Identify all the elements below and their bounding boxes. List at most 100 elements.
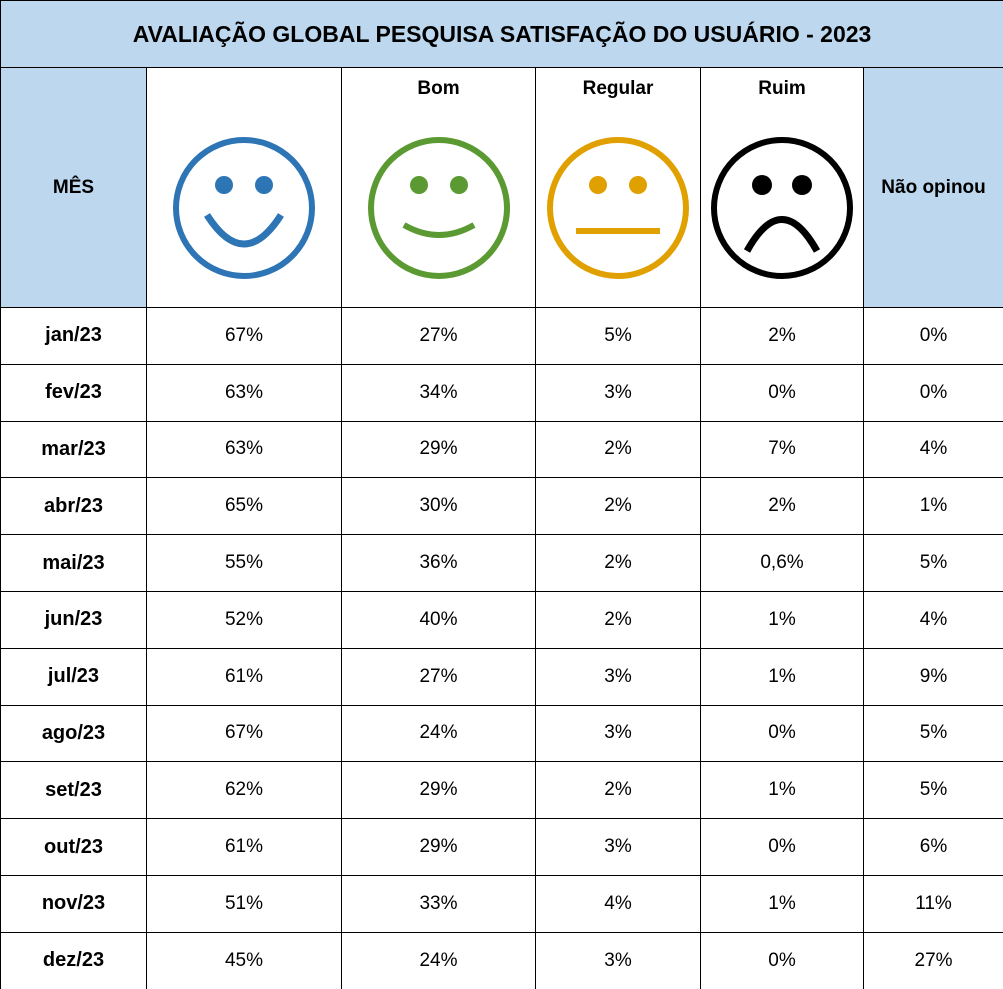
- column-header: Regular: [582, 78, 654, 99]
- value-cell: 1%: [700, 590, 864, 649]
- value-cell: 2%: [535, 590, 701, 649]
- value-cell: 30%: [341, 477, 536, 536]
- data-row: jun/23 52% 40% 2% 1% 4%: [0, 590, 1003, 649]
- data-row: dez/23 45% 24% 3% 0% 27%: [0, 931, 1003, 989]
- month-cell: jun/23: [0, 590, 147, 649]
- no-opinion-header: Não opinou: [862, 67, 1003, 308]
- value-cell: 2%: [535, 534, 701, 592]
- value-cell: 1%: [700, 647, 864, 706]
- value-cell: 27%: [862, 931, 1003, 989]
- very-happy-icon: [173, 136, 315, 279]
- data-row: fev/23 63% 34% 3% 0% 0%: [0, 363, 1003, 422]
- value-cell: 40%: [341, 590, 536, 649]
- value-cell: 67%: [146, 704, 342, 763]
- header-row: MÊS Bom Regular Ruim Não opinou: [0, 67, 1003, 308]
- value-cell: 3%: [535, 363, 701, 422]
- data-row: jan/23 67% 27% 5% 2% 0%: [0, 307, 1003, 365]
- month-cell: abr/23: [0, 477, 147, 536]
- data-row: mar/23 63% 29% 2% 7% 4%: [0, 420, 1003, 479]
- value-cell: 2%: [535, 420, 701, 479]
- value-cell: 9%: [862, 647, 1003, 706]
- value-cell: 29%: [341, 761, 536, 820]
- happy-icon: [367, 136, 510, 279]
- icon-cell: Ruim: [700, 67, 864, 308]
- value-cell: 34%: [341, 363, 536, 422]
- value-cell: 61%: [146, 818, 342, 876]
- value-cell: 45%: [146, 931, 342, 989]
- month-cell: jan/23: [0, 307, 147, 365]
- value-cell: 2%: [700, 477, 864, 536]
- month-cell: jul/23: [0, 647, 147, 706]
- value-cell: 33%: [341, 874, 536, 933]
- value-cell: 5%: [535, 307, 701, 365]
- data-row: jul/23 61% 27% 3% 1% 9%: [0, 647, 1003, 706]
- value-cell: 29%: [341, 420, 536, 479]
- month-cell: dez/23: [0, 931, 147, 989]
- value-cell: 3%: [535, 818, 701, 876]
- value-cell: 4%: [862, 590, 1003, 649]
- month-cell: ago/23: [0, 704, 147, 763]
- value-cell: 27%: [341, 307, 536, 365]
- value-cell: 65%: [146, 477, 342, 536]
- column-header: Ruim: [758, 78, 806, 99]
- data-row: mai/23 55% 36% 2% 0,6% 5%: [0, 534, 1003, 592]
- value-cell: 11%: [862, 874, 1003, 933]
- value-cell: 51%: [146, 874, 342, 933]
- data-row: abr/23 65% 30% 2% 2% 1%: [0, 477, 1003, 536]
- title-row: AVALIAÇÃO GLOBAL PESQUISA SATISFAÇÃO DO …: [0, 0, 1003, 68]
- value-cell: 29%: [341, 818, 536, 876]
- data-row: out/23 61% 29% 3% 0% 6%: [0, 818, 1003, 876]
- value-cell: 0%: [862, 307, 1003, 365]
- value-cell: 7%: [700, 420, 864, 479]
- value-cell: 0%: [700, 818, 864, 876]
- value-cell: 3%: [535, 931, 701, 989]
- data-row: ago/23 67% 24% 3% 0% 5%: [0, 704, 1003, 763]
- sad-icon: [711, 136, 853, 279]
- value-cell: 0%: [700, 363, 864, 422]
- value-cell: 2%: [535, 477, 701, 536]
- data-row: nov/23 51% 33% 4% 1% 11%: [0, 874, 1003, 933]
- value-cell: 55%: [146, 534, 342, 592]
- value-cell: 5%: [862, 704, 1003, 763]
- value-cell: 0%: [862, 363, 1003, 422]
- value-cell: 24%: [341, 931, 536, 989]
- value-cell: 0%: [700, 704, 864, 763]
- value-cell: 3%: [535, 704, 701, 763]
- value-cell: 2%: [535, 761, 701, 820]
- month-header: MÊS: [0, 67, 147, 308]
- month-cell: mai/23: [0, 534, 147, 592]
- value-cell: 63%: [146, 363, 342, 422]
- column-header: Bom: [417, 78, 460, 99]
- month-cell: nov/23: [0, 874, 147, 933]
- month-cell: fev/23: [0, 363, 147, 422]
- value-cell: 52%: [146, 590, 342, 649]
- month-cell: out/23: [0, 818, 147, 876]
- value-cell: 5%: [862, 534, 1003, 592]
- value-cell: 1%: [700, 874, 864, 933]
- value-cell: 2%: [700, 307, 864, 365]
- icon-cell: Regular: [535, 67, 701, 308]
- value-cell: 36%: [341, 534, 536, 592]
- value-cell: 63%: [146, 420, 342, 479]
- value-cell: 61%: [146, 647, 342, 706]
- month-cell: mar/23: [0, 420, 147, 479]
- table-title: AVALIAÇÃO GLOBAL PESQUISA SATISFAÇÃO DO …: [0, 0, 1003, 68]
- value-cell: 3%: [535, 647, 701, 706]
- value-cell: 1%: [862, 477, 1003, 536]
- value-cell: 67%: [146, 307, 342, 365]
- value-cell: 5%: [862, 761, 1003, 820]
- value-cell: 27%: [341, 647, 536, 706]
- data-row: set/23 62% 29% 2% 1% 5%: [0, 761, 1003, 820]
- value-cell: 0,6%: [700, 534, 864, 592]
- value-cell: 4%: [862, 420, 1003, 479]
- value-cell: 4%: [535, 874, 701, 933]
- icon-cell: Bom: [341, 67, 536, 308]
- value-cell: 62%: [146, 761, 342, 820]
- month-cell: set/23: [0, 761, 147, 820]
- value-cell: 24%: [341, 704, 536, 763]
- value-cell: 6%: [862, 818, 1003, 876]
- value-cell: 0%: [700, 931, 864, 989]
